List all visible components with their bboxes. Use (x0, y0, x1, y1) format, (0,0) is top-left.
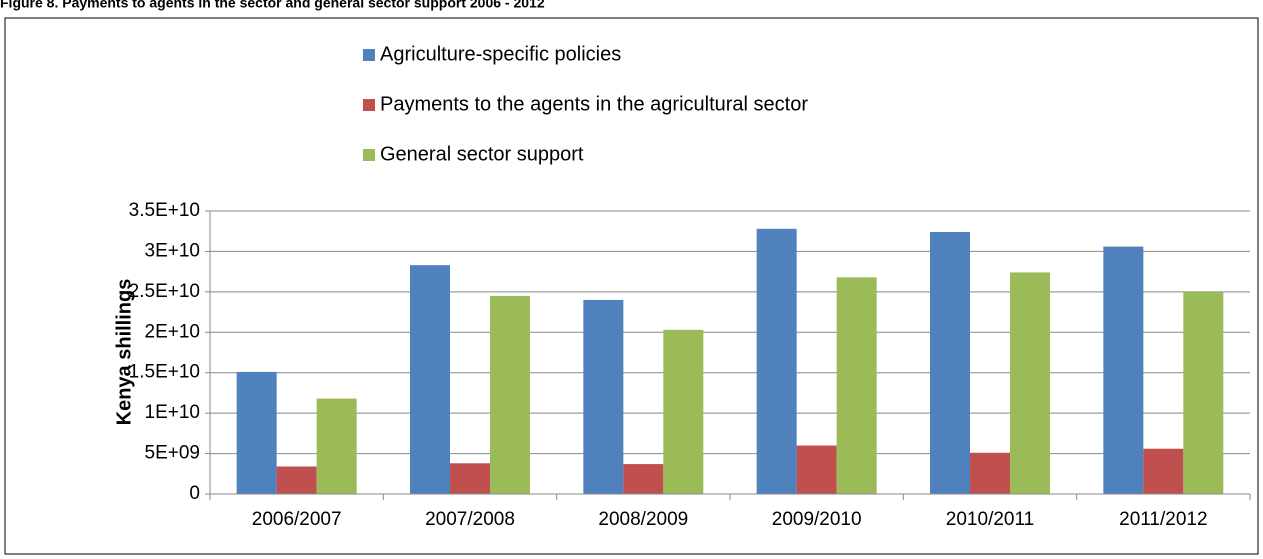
bar (836, 277, 877, 494)
bar (1183, 291, 1224, 494)
y-tick-label: 2.5E+10 (129, 281, 200, 302)
x-tick-label: 2011/2012 (1119, 509, 1207, 530)
bar (623, 464, 664, 494)
y-tick-label: 3E+10 (145, 240, 200, 261)
legend-label: Payments to the agents in the agricultur… (380, 93, 808, 115)
x-tick-label: 2008/2009 (598, 509, 688, 530)
bar (970, 452, 1010, 494)
bar (796, 445, 837, 494)
bar (663, 329, 704, 494)
bar (450, 463, 490, 494)
legend-swatch (363, 99, 375, 111)
chart-title: Figure 8. Payments to agents in the sect… (0, 0, 545, 11)
bar (756, 228, 797, 494)
legend-label: Agriculture-specific policies (380, 43, 621, 65)
bar (1143, 448, 1184, 494)
bar (1103, 246, 1144, 494)
y-tick-label: 5E+09 (145, 443, 200, 464)
y-tick-label: 3.5E+10 (129, 200, 200, 221)
y-axis-label: Kenya shillings (113, 279, 135, 426)
bar (930, 232, 970, 494)
x-tick-label: 2006/2007 (252, 509, 342, 530)
bar (236, 371, 277, 494)
y-tick-label: 1E+10 (145, 402, 200, 423)
bar (1010, 272, 1050, 494)
bar (316, 398, 357, 494)
legend-label: General sector support (380, 143, 584, 165)
y-tick-label: 0 (189, 483, 200, 504)
chart-frame (4, 17, 1259, 555)
x-tick-label: 2010/2011 (946, 509, 1034, 530)
bar (583, 299, 624, 494)
legend-swatch (363, 49, 375, 61)
y-tick-label: 1.5E+10 (129, 362, 200, 383)
x-tick-label: 2009/2010 (772, 509, 862, 530)
y-tick-label: 2E+10 (145, 321, 200, 342)
bar (276, 466, 317, 494)
x-tick-label: 2007/2008 (425, 509, 515, 530)
legend-swatch (363, 149, 375, 161)
bar (410, 265, 450, 494)
bar (490, 295, 530, 494)
